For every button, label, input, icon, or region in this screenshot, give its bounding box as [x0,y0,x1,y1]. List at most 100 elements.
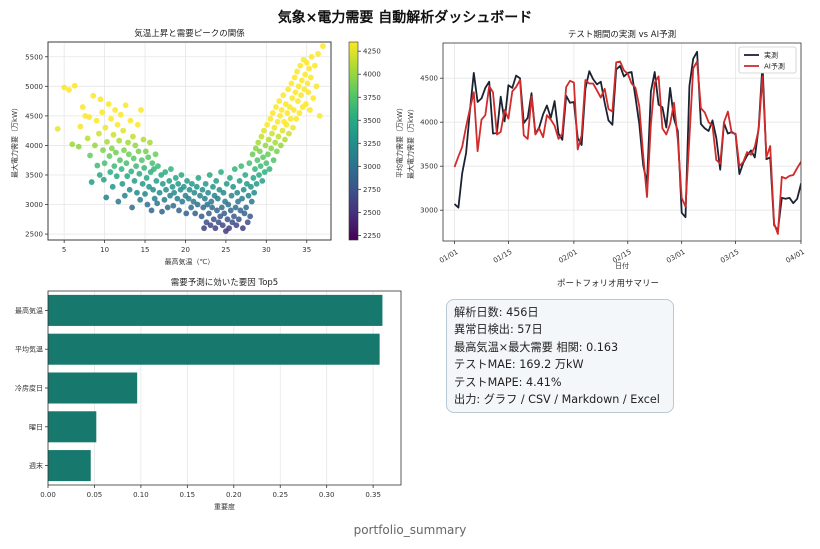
colorbar-tick-label: 2250 [363,232,381,240]
scatter-point [171,189,178,196]
scatter-point [174,195,181,202]
scatter-point [142,148,149,155]
scatter-point [111,163,118,170]
scatter-point [230,183,237,190]
scatter-point [54,125,61,132]
scatter-point [139,180,146,187]
ts-x-tick-label: 01/15 [492,248,513,265]
bar-5 [48,450,91,482]
scatter-point [279,127,286,134]
scatter-y-tick-label: 3500 [25,171,43,179]
scatter-x-tick-label: 30 [262,246,271,254]
scatter-point [269,130,275,137]
scatter-point [122,102,129,109]
scatter-point [138,107,144,113]
bar-title: 需要予測に効いた要因 Top5 [171,277,278,288]
scatter-point [99,109,106,116]
ts-lines [453,50,801,235]
ts-y-tick-label: 3500 [420,163,438,171]
scatter-point [264,121,271,128]
scatter-point [109,183,116,190]
bar-frame [47,290,402,486]
bar-category-label: 冷房度日 [15,384,43,393]
scatter-point [199,186,206,193]
scatter-point [272,139,279,146]
importance-bar-chart: 0.00 0.05 0.10 0.15 0.20 0.25 0.30 0.35 最高気温平均気温… [15,277,402,511]
scatter-point [135,148,142,155]
scatter-point [219,222,226,229]
scatter-y-tick-label: 4500 [25,112,43,120]
summary-correlation: 最高気温×最大需要 相関: 0.163 [454,340,619,354]
scatter-point [273,148,280,155]
scatter-point [320,43,326,50]
scatter-point [108,115,114,122]
scatter-point [210,216,217,223]
scatter-point [236,177,243,184]
scatter-point [88,179,95,185]
scatter-point [280,92,287,99]
scatter-point [259,177,266,184]
scatter-point [186,186,193,193]
scatter-chart: 5 10 15 20 25 30 35 2500 3000 3500 4000 4500 5000 550… [10,28,332,266]
scatter-point [195,175,202,181]
scatter-point [151,195,158,202]
scatter-point [154,200,161,207]
scatter-point [268,145,275,152]
scatter-point [282,101,289,107]
scatter-point [214,195,221,202]
scatter-point [206,210,212,217]
bar-x-tick-label: 0.05 [87,491,103,499]
scatter-point [194,201,201,208]
scatter-point [184,177,190,184]
colorbar-tick-label: 4250 [363,48,381,56]
scatter-point [100,176,107,183]
scatter-point [308,53,315,60]
scatter-point [241,210,248,217]
figure-title: 気象×電力需要 自動解析ダッシュボード [278,9,533,26]
scatter-point [159,208,165,215]
scatter-point [244,219,251,226]
scatter-point [286,130,292,137]
scatter-point [140,136,147,143]
bar-3 [48,372,138,404]
scatter-point [221,210,228,217]
scatter-point [130,133,136,140]
scatter-point [102,124,109,131]
scatter-point [277,142,284,149]
scatter-point [191,189,198,196]
scatter-point [262,142,269,149]
scatter-point [200,204,207,211]
scatter-point [213,177,220,184]
ts-y-axis-label: 最大電力需要（万kW） [406,105,415,179]
scatter-point [148,207,155,214]
scatter-point [131,177,138,184]
scatter-point [149,160,156,167]
scatter-point [77,123,84,130]
scatter-point [225,201,232,208]
scatter-point [253,180,260,187]
scatter-point [121,192,128,199]
scatter-point [273,104,279,110]
scatter-point [265,136,272,143]
summary-test-mape: テストMAPE: 4.41% [454,375,562,389]
scatter-point [297,62,304,69]
scatter-point [248,183,254,190]
scatter-point [197,192,203,199]
scatter-point [267,115,274,122]
scatter-x-tick-label: 10 [100,246,109,254]
scatter-point [201,195,208,202]
scatter-point [107,169,114,175]
ts-x-tick-label: 02/01 [557,248,578,265]
scatter-point [166,177,173,184]
scatter-point [227,175,233,181]
scatter-point [156,189,163,196]
ts-series-predicted-line [453,60,801,235]
scatter-point [294,98,301,105]
scatter-point [207,222,214,229]
colorbar-tick-label: 3000 [363,163,381,171]
scatter-point [96,130,102,137]
scatter-point [294,68,300,75]
scatter-point [119,180,126,187]
scatter-point [133,163,140,170]
scatter-point [123,160,130,167]
